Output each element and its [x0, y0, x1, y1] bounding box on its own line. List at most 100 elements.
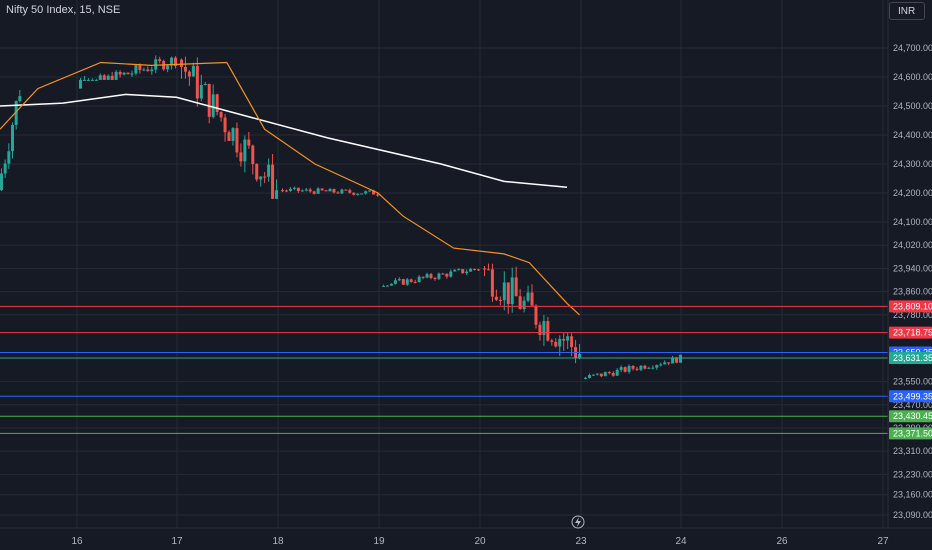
candle-body	[473, 269, 477, 271]
candle-body	[425, 274, 429, 278]
candle-body	[243, 139, 247, 162]
candle-body	[239, 152, 243, 162]
candle-body	[498, 299, 502, 301]
candle-body	[659, 364, 663, 366]
candle-body	[263, 176, 267, 178]
candle-body	[627, 365, 631, 372]
candle-body	[18, 96, 22, 102]
price-tag-label: 23,430.45	[893, 411, 932, 421]
candle-body	[453, 269, 457, 272]
candle-body	[364, 191, 368, 194]
candle-body	[183, 67, 187, 72]
candle-body	[413, 281, 417, 283]
candle-body	[393, 280, 397, 284]
x-tick-label: 27	[877, 536, 889, 547]
price-tag-bg	[889, 351, 932, 364]
candle-body	[667, 362, 671, 364]
candle-body	[187, 71, 191, 77]
candle-body	[3, 163, 7, 174]
candle-body	[316, 188, 320, 194]
time-axis: 16 17 18 19 20 23 24 26 27	[0, 527, 932, 547]
candle-body	[550, 340, 554, 342]
candle-body	[405, 279, 409, 285]
candle-body	[130, 73, 134, 75]
price-tags: 23,809.1023,718.7523,650.2523,631.3523,4…	[889, 300, 932, 440]
candle-body	[271, 164, 275, 199]
candle-body	[122, 72, 126, 75]
candle-body	[352, 192, 356, 195]
candle-body	[417, 276, 421, 283]
candle-body	[526, 292, 530, 301]
candle-body	[138, 65, 142, 71]
candle-body	[635, 368, 639, 370]
candle-body	[647, 367, 651, 369]
candle-body	[421, 276, 425, 278]
candle-body	[506, 282, 510, 305]
candle-body	[623, 367, 627, 372]
x-tick-label: 26	[776, 536, 788, 547]
candle-body	[607, 372, 611, 374]
candle-body	[180, 59, 183, 68]
price-tag-bg	[889, 427, 932, 440]
candle-body	[538, 324, 542, 335]
y-tick-label: 23,940.00	[893, 263, 932, 273]
x-tick-label: 23	[575, 536, 587, 547]
y-tick-label: 24,100.00	[893, 217, 932, 227]
candle-body	[584, 377, 587, 379]
candle-body	[494, 296, 498, 300]
candle-body	[611, 373, 615, 376]
y-tick-label: 23,230.00	[893, 469, 932, 479]
price-tag-label: 23,718.75	[893, 328, 932, 338]
candle-body	[320, 188, 324, 191]
candle-body	[158, 59, 162, 62]
candle-body	[142, 69, 146, 71]
candle-body	[281, 190, 284, 192]
candle-body	[118, 71, 122, 75]
candle-body	[433, 277, 437, 279]
y-tick-label: 24,600.00	[893, 72, 932, 82]
candle-body	[267, 164, 271, 177]
candle-body	[566, 336, 570, 341]
candle-body	[671, 357, 675, 364]
candlestick-series	[0, 55, 683, 380]
candle-body	[651, 367, 655, 369]
candle-body	[134, 65, 138, 74]
candle-body	[110, 75, 114, 80]
candle-body	[389, 283, 393, 286]
candle-body	[207, 83, 211, 117]
candle-body	[106, 75, 110, 80]
candle-body	[441, 273, 445, 275]
candle-body	[166, 65, 170, 70]
currency-button[interactable]: INR	[889, 2, 925, 20]
candle-body	[603, 372, 607, 377]
candle-body	[308, 189, 312, 192]
candle-body	[522, 300, 526, 309]
candle-body	[546, 321, 550, 341]
candle-body	[490, 269, 494, 297]
candle-body	[126, 72, 130, 75]
lightning-icon[interactable]	[571, 515, 585, 529]
candle-body	[215, 94, 219, 113]
candle-body	[170, 57, 174, 66]
candle-body	[554, 341, 558, 347]
candle-body	[385, 285, 389, 287]
candle-body	[259, 176, 263, 180]
candle-body	[114, 71, 118, 80]
y-tick-label: 24,200.00	[893, 188, 932, 198]
candle-body	[449, 271, 453, 277]
candle-body	[344, 189, 348, 191]
candle-body	[591, 374, 595, 376]
candle-body	[530, 292, 534, 306]
y-tick-label: 24,020.00	[893, 240, 932, 250]
candle-body	[486, 269, 490, 271]
horizontal-levels	[0, 305, 888, 434]
candle-body	[578, 353, 582, 359]
price-tag-label: 23,499.35	[893, 391, 932, 401]
candle-body	[615, 369, 619, 376]
candle-body	[477, 269, 481, 271]
moving-averages	[0, 61, 581, 316]
candle-body	[296, 187, 300, 192]
candle-body	[401, 279, 405, 285]
candle-body	[382, 285, 385, 287]
